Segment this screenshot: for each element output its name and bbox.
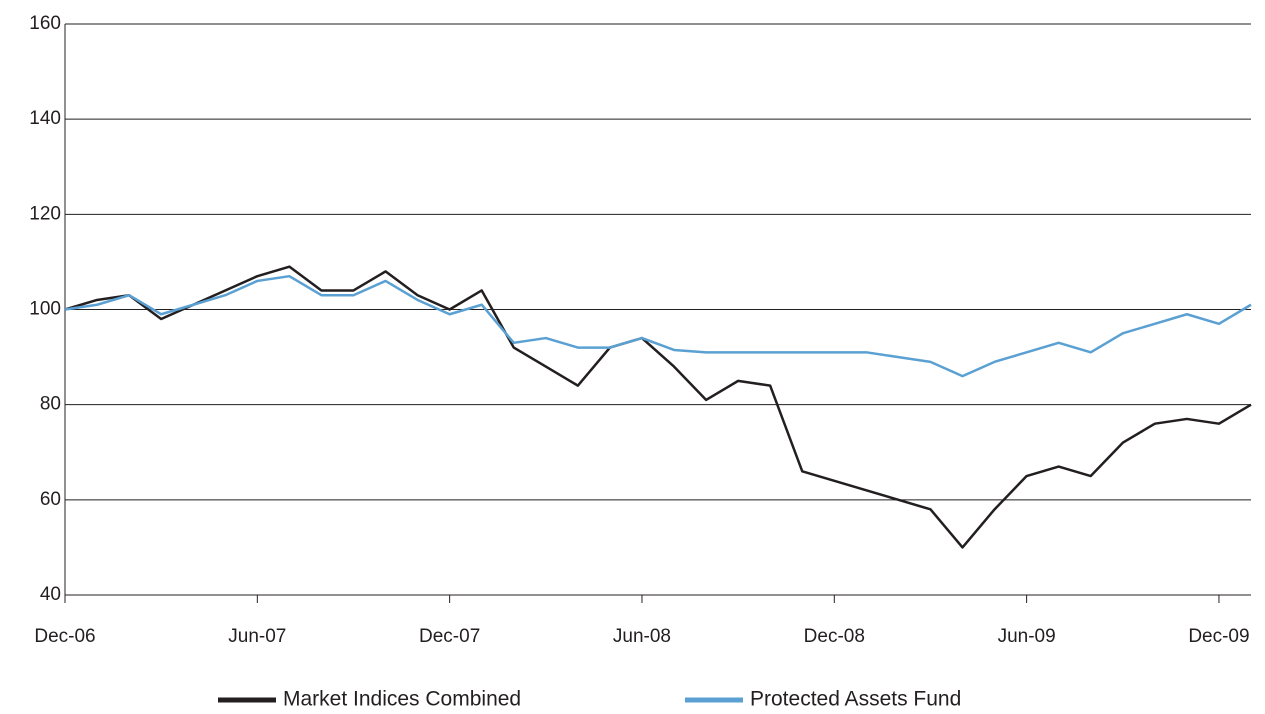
x-tick-label: Jun-08 xyxy=(613,626,671,647)
series-line xyxy=(64,274,1252,378)
y-tick-label: 40 xyxy=(40,584,61,605)
y-tick-label: 80 xyxy=(40,394,61,415)
x-tick-label: Jun-07 xyxy=(228,626,286,647)
x-tick-label: Dec-09 xyxy=(1188,626,1249,647)
y-tick-label: 100 xyxy=(29,299,61,320)
series-line xyxy=(64,265,1252,549)
y-tick-label: 160 xyxy=(29,13,61,34)
legend-label: Market Indices Combined xyxy=(283,688,521,711)
x-tick-label: Dec-07 xyxy=(419,626,480,647)
x-tick-label: Jun-09 xyxy=(998,626,1056,647)
y-tick-label: 60 xyxy=(40,489,61,510)
y-tick-label: 140 xyxy=(29,108,61,129)
y-tick-label: 120 xyxy=(29,203,61,224)
x-tick-label: Dec-06 xyxy=(34,626,95,647)
x-tick-label: Dec-08 xyxy=(804,626,865,647)
legend-label: Protected Assets Fund xyxy=(750,688,961,711)
